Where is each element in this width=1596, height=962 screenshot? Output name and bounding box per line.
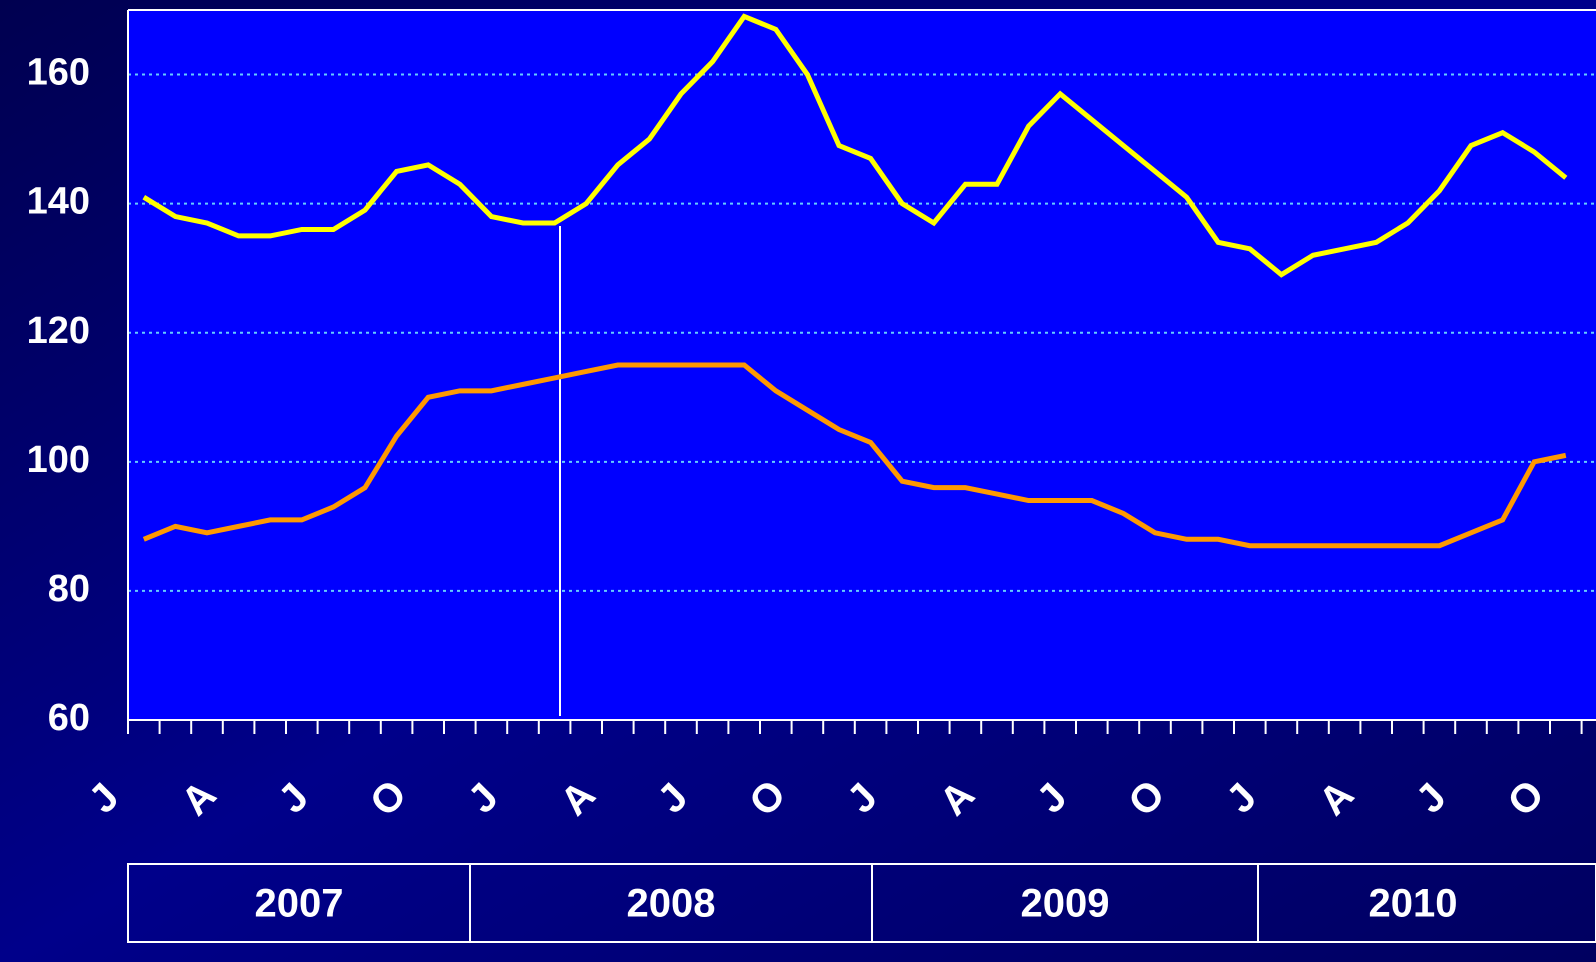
y-tick-label: 140: [27, 181, 90, 223]
year-label: 2007: [255, 882, 344, 926]
plot-area: [128, 10, 1596, 720]
year-label: 2008: [627, 882, 716, 926]
y-tick-label: 100: [27, 439, 90, 481]
y-tick-label: 120: [27, 310, 90, 352]
y-tick-label: 160: [27, 52, 90, 94]
y-tick-label: 60: [48, 697, 90, 739]
data-line: [142, 362, 1567, 549]
data-line: [142, 13, 1568, 278]
year-label: 2010: [1369, 882, 1458, 926]
year-label: 2009: [1021, 882, 1110, 926]
y-tick-label: 80: [48, 568, 90, 610]
year-box: [127, 863, 1596, 943]
